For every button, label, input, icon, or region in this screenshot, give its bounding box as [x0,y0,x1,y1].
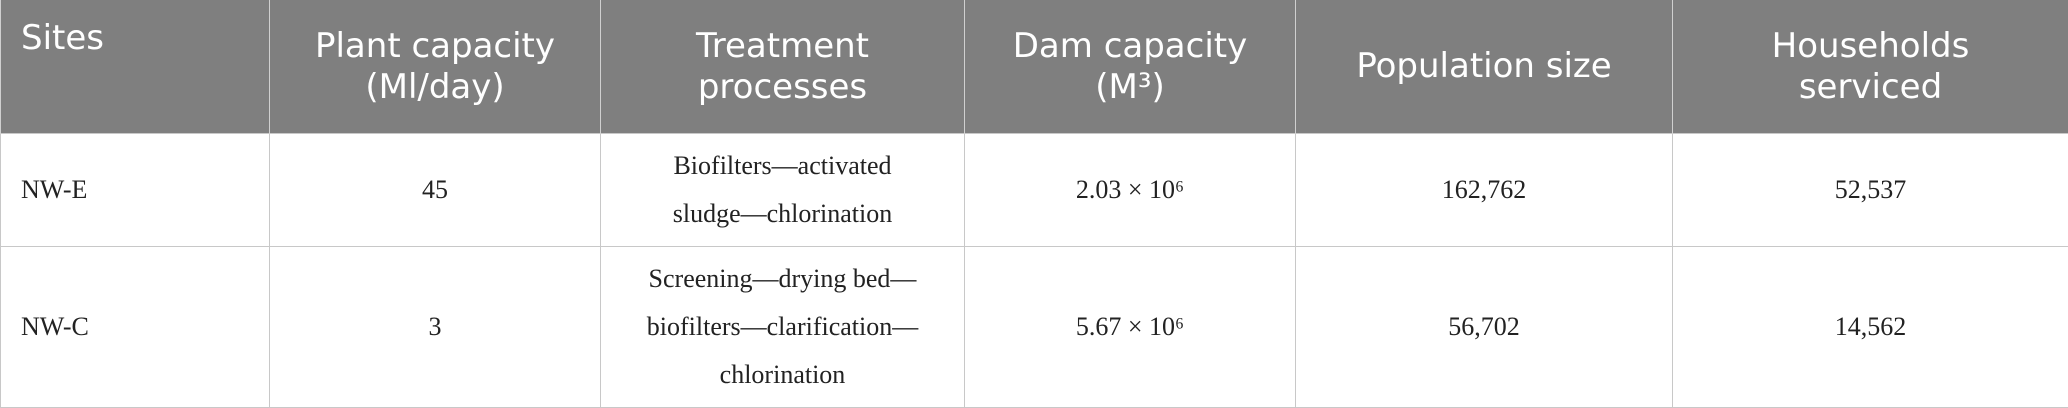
cell-text: Population size [1306,46,1662,87]
cell-text: 5.67 × 10⁶ [975,303,1285,351]
cell-text: sludge—chlorination [611,190,954,238]
cell-text: 52,537 [1683,166,2058,214]
table-cell: 2.03 × 10⁶ [965,134,1296,247]
cell-text: 2.03 × 10⁶ [975,166,1285,214]
cell-text: 162,762 [1306,166,1662,214]
cell-text: Households [1683,26,2058,67]
cell-text: Biofilters—activated [611,142,954,190]
cell-text: Dam capacity [975,26,1285,67]
table-cell: NW-C [1,247,270,408]
table-cell: 45 [270,134,601,247]
table-cell: 56,702 [1296,247,1673,408]
table-cell: 162,762 [1296,134,1673,247]
column-header: Population size [1296,0,1673,134]
cell-text: Screening—drying bed— [611,255,954,303]
column-header: Dam capacity(M³) [965,0,1296,134]
table-cell: 14,562 [1673,247,2068,408]
table-cell: 3 [270,247,601,408]
cell-text: 45 [280,166,590,214]
cell-text: NW-E [21,166,259,214]
cell-text: 56,702 [1306,303,1662,351]
cell-text: (M³) [975,67,1285,108]
table-cell: 52,537 [1673,134,2068,247]
cell-text: NW-C [21,303,259,351]
cell-text: processes [611,67,954,108]
cell-text: chlorination [611,351,954,399]
column-header: Sites [1,0,270,134]
table-cell: NW-E [1,134,270,247]
cell-text: biofilters—clarification— [611,303,954,351]
cell-text: Sites [21,18,259,59]
cell-text: 3 [280,303,590,351]
cell-text: (Ml/day) [280,67,590,108]
table-cell: Screening—drying bed—biofilters—clarific… [601,247,965,408]
cell-text: 14,562 [1683,303,2058,351]
column-header: Plant capacity(Ml/day) [270,0,601,134]
table-cell: 5.67 × 10⁶ [965,247,1296,408]
cell-text: Plant capacity [280,26,590,67]
cell-text: Treatment [611,26,954,67]
cell-text: serviced [1683,67,2058,108]
